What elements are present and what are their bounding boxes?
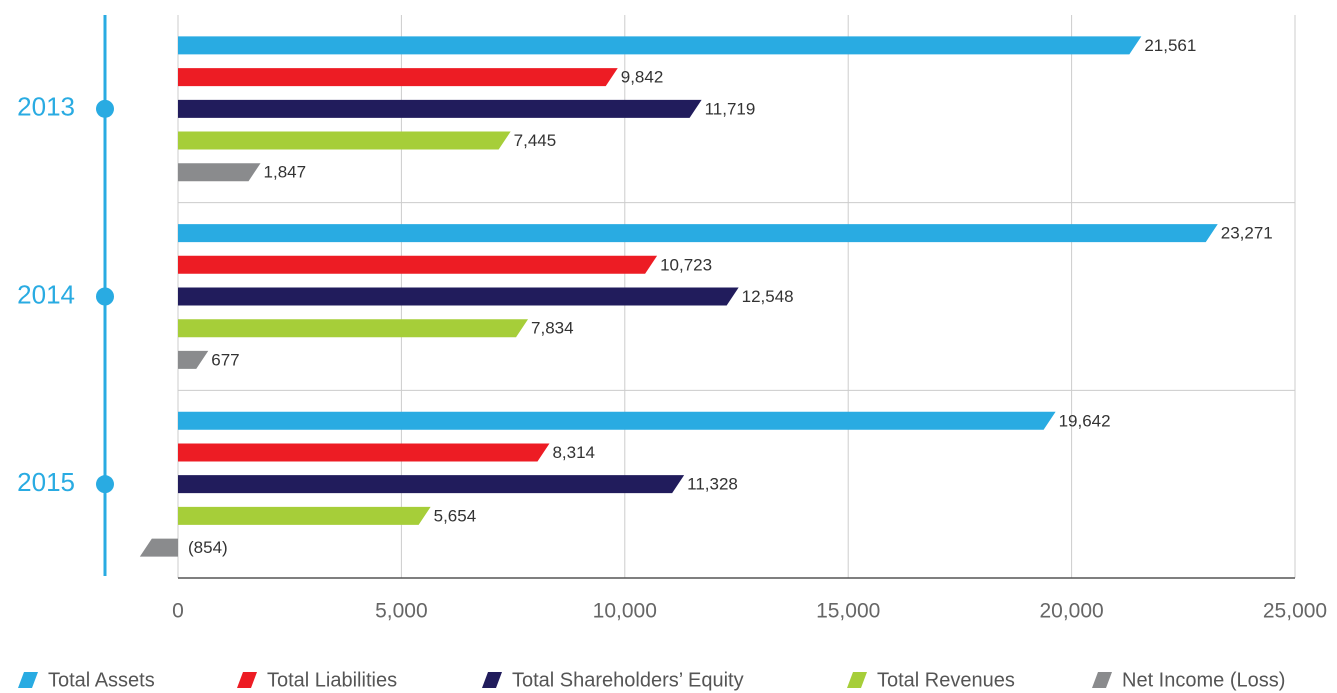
value-label: 19,642 — [1059, 411, 1111, 430]
legend-swatch — [237, 672, 257, 688]
value-label: 9,842 — [621, 68, 664, 87]
value-label: (854) — [188, 538, 228, 557]
legend-label: Total Shareholders’ Equity — [512, 669, 744, 691]
bar — [178, 99, 702, 118]
value-label: 21,561 — [1144, 36, 1196, 55]
value-label: 10,723 — [660, 255, 712, 274]
bar — [178, 506, 431, 525]
x-tick-label: 10,000 — [593, 600, 657, 623]
x-tick-label: 20,000 — [1039, 600, 1103, 623]
timeline-dot — [96, 99, 114, 118]
bar — [178, 287, 739, 306]
legend-label: Total Revenues — [877, 669, 1015, 691]
timeline-dot — [96, 287, 114, 306]
x-tick-label: 0 — [172, 600, 184, 623]
legend-swatch — [1092, 672, 1112, 688]
value-label: 1,847 — [264, 163, 307, 182]
value-label: 5,654 — [434, 506, 477, 525]
bar — [178, 411, 1056, 430]
legend-swatch — [18, 672, 38, 688]
bar — [139, 538, 178, 557]
x-tick-label: 5,000 — [375, 600, 428, 623]
bar — [178, 68, 618, 87]
bar — [178, 163, 261, 182]
x-tick-label: 15,000 — [816, 600, 880, 623]
bar — [178, 255, 658, 274]
bar — [178, 475, 685, 494]
legend-label: Total Assets — [48, 669, 155, 691]
legend-label: Net Income (Loss) — [1122, 669, 1285, 691]
bar — [178, 131, 511, 150]
year-label: 2015 — [17, 467, 75, 497]
value-label: 7,445 — [514, 131, 557, 150]
value-label: 12,548 — [742, 287, 794, 306]
value-label: 677 — [211, 350, 239, 369]
value-label: 23,271 — [1221, 224, 1273, 243]
legend-label: Total Liabilities — [267, 669, 397, 691]
bar — [178, 319, 529, 338]
value-label: 11,328 — [687, 475, 738, 494]
x-tick-label: 25,000 — [1263, 600, 1327, 623]
timeline-dot — [96, 475, 114, 494]
bar — [178, 443, 550, 462]
year-label: 2014 — [17, 279, 75, 309]
value-label: 11,719 — [705, 99, 756, 118]
year-label: 2013 — [17, 92, 75, 122]
bar — [178, 224, 1218, 243]
value-label: 8,314 — [552, 443, 595, 462]
legend-swatch — [482, 672, 502, 688]
legend-swatch — [847, 672, 867, 688]
bar — [178, 350, 209, 369]
bar — [178, 36, 1142, 55]
value-label: 7,834 — [531, 319, 574, 338]
